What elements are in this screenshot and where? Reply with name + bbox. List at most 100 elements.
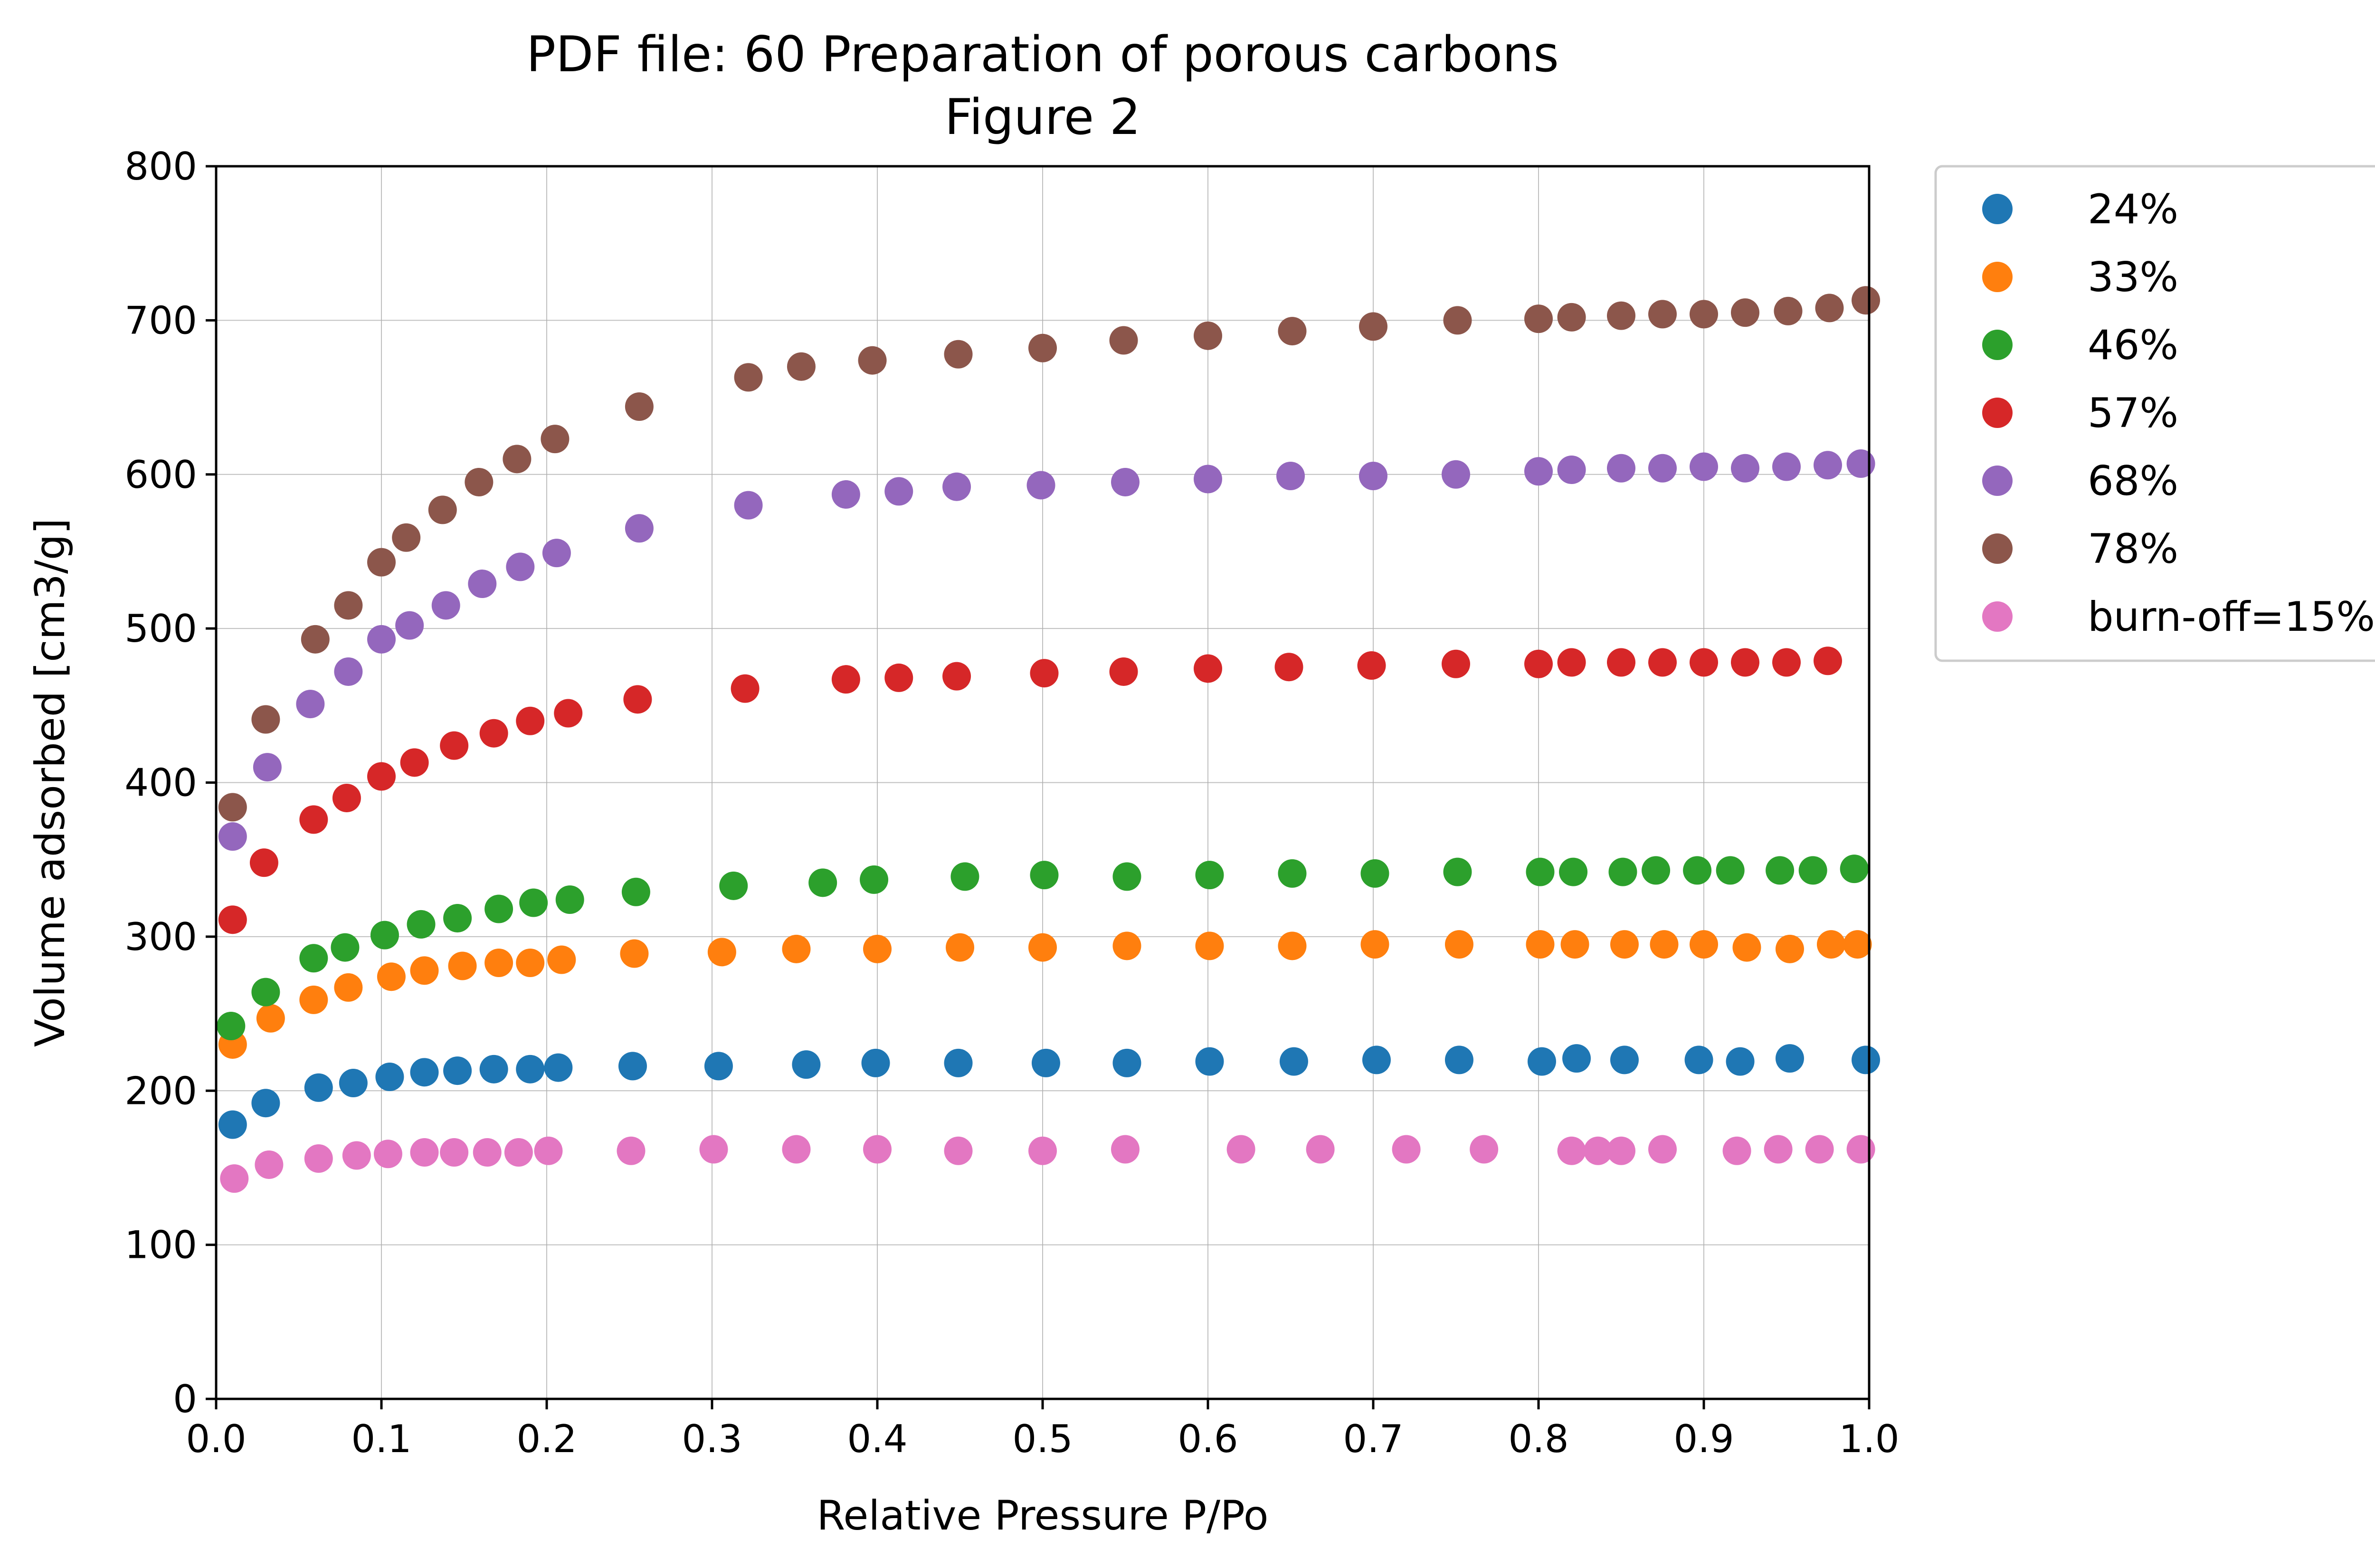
data-point (1278, 859, 1307, 888)
data-point (707, 938, 736, 967)
data-point (1608, 857, 1637, 886)
data-point (332, 783, 361, 812)
data-point (1764, 1135, 1793, 1164)
data-point (1775, 934, 1804, 963)
data-point (731, 674, 760, 703)
data-point (1648, 1135, 1677, 1164)
data-point (299, 985, 328, 1014)
data-point (704, 1052, 733, 1081)
data-point (1360, 859, 1389, 888)
data-point (831, 665, 860, 694)
data-point (218, 822, 247, 851)
legend-label: burn-off=15% (2088, 593, 2375, 641)
data-point (1607, 648, 1635, 677)
data-point (296, 690, 325, 719)
data-point (1607, 1136, 1635, 1165)
data-point (621, 877, 650, 906)
data-point (479, 719, 508, 748)
chart-title: PDF file: 60 Preparation of porous carbo… (526, 26, 1559, 83)
data-point (1814, 451, 1842, 480)
y-tick-label: 600 (124, 453, 197, 497)
data-point (1028, 333, 1057, 362)
data-point (373, 1140, 402, 1169)
data-point (1359, 312, 1387, 341)
data-point (1112, 862, 1141, 891)
data-point (1766, 856, 1795, 885)
data-point (1194, 321, 1222, 350)
data-point (1109, 657, 1138, 686)
data-point (542, 539, 571, 568)
data-point (1772, 648, 1801, 677)
data-point (1610, 930, 1639, 959)
data-point (506, 552, 535, 581)
data-point (950, 862, 979, 891)
data-point (618, 1052, 647, 1081)
data-point (410, 956, 439, 985)
data-point (484, 949, 513, 978)
data-point (1557, 648, 1586, 677)
y-tick-label: 500 (124, 607, 197, 651)
data-point (1274, 653, 1303, 682)
legend-label: 33% (2088, 254, 2178, 301)
data-point (377, 962, 406, 991)
data-point (1840, 855, 1869, 884)
data-point (944, 1048, 973, 1077)
data-point (1276, 461, 1305, 490)
data-point (1843, 930, 1872, 959)
data-point (431, 591, 460, 620)
data-point (395, 611, 424, 640)
data-point (443, 1056, 472, 1085)
series-6 (218, 286, 1881, 822)
data-point (623, 685, 652, 714)
data-point (410, 1138, 439, 1167)
data-point (251, 705, 280, 734)
data-point (1816, 930, 1845, 959)
y-tick-label: 200 (124, 1069, 197, 1113)
data-point (1278, 317, 1307, 346)
x-tick-label: 0.4 (847, 1417, 907, 1461)
data-point (334, 591, 363, 620)
y-tick-label: 800 (124, 144, 197, 189)
data-point (440, 1138, 469, 1167)
x-tick-label: 0.7 (1343, 1417, 1403, 1461)
data-point (504, 1138, 533, 1167)
data-point (484, 894, 513, 923)
axis-ticks (206, 165, 1871, 1409)
data-point (1195, 861, 1224, 890)
data-point (1526, 857, 1555, 886)
data-point (218, 1110, 247, 1139)
legend-label: 78% (2088, 525, 2178, 573)
data-point (251, 978, 280, 1007)
data-point (1028, 1136, 1057, 1165)
data-point (782, 934, 811, 963)
data-point (942, 472, 971, 501)
x-axis-label: Relative Pressure P/Po (817, 1492, 1269, 1539)
data-point (1524, 649, 1553, 678)
series-3 (217, 855, 1869, 1041)
data-point (1722, 1136, 1751, 1165)
data-point (299, 944, 328, 973)
data-point (1444, 1045, 1473, 1074)
legend-label: 57% (2088, 390, 2178, 437)
data-point (1690, 452, 1718, 481)
data-point (301, 625, 330, 654)
data-point (1195, 1047, 1224, 1076)
chart-subtitle: Figure 2 (945, 89, 1141, 146)
legend-marker (1982, 533, 2013, 564)
legend-marker (1982, 262, 2013, 292)
data-point (1562, 1044, 1591, 1073)
data-point (304, 1073, 333, 1102)
data-point (1443, 857, 1472, 886)
data-point (1732, 933, 1761, 962)
data-point (375, 1063, 404, 1092)
data-point (782, 1135, 811, 1164)
data-point (534, 1136, 563, 1165)
data-point (719, 871, 748, 900)
data-point (1805, 1135, 1834, 1164)
data-point (255, 1150, 284, 1179)
data-point (1279, 1047, 1308, 1076)
data-point (516, 1055, 545, 1083)
data-point (392, 523, 421, 552)
data-point (1642, 856, 1671, 885)
data-point (1716, 856, 1745, 885)
